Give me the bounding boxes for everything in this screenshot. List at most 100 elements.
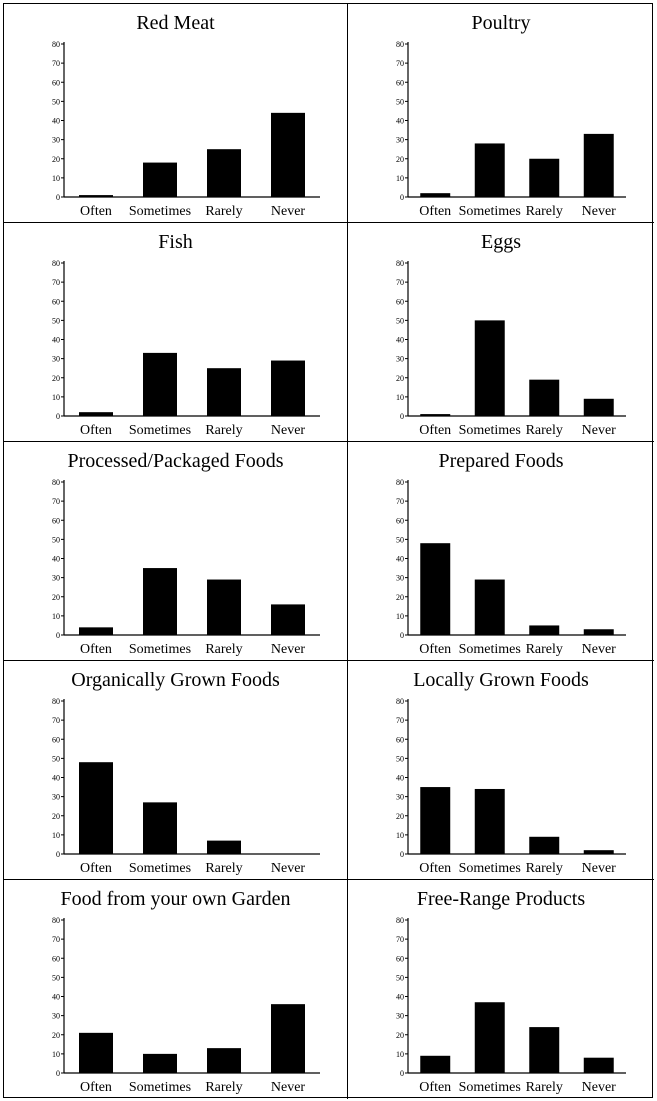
y-tick-label: 60 xyxy=(52,297,60,306)
chart-grid: Red Meat 0 10 20 30 40 50 60 70 80 Often Sometimes R… xyxy=(3,3,654,1099)
bar xyxy=(143,352,177,416)
bar xyxy=(474,320,505,416)
y-tick-label: 0 xyxy=(56,1069,60,1078)
bar xyxy=(474,143,505,197)
x-tick-label: Often xyxy=(80,1080,112,1095)
y-tick-label: 40 xyxy=(52,774,60,783)
x-tick-label: Rarely xyxy=(526,642,563,657)
y-tick-label: 80 xyxy=(396,916,404,925)
bar xyxy=(207,368,241,416)
bar xyxy=(143,1053,177,1073)
bar xyxy=(474,1002,505,1073)
chart-panel: Red Meat 0 10 20 30 40 50 60 70 80 Often Sometimes R… xyxy=(4,4,348,223)
y-tick-label: 20 xyxy=(396,593,404,602)
y-tick-label: 40 xyxy=(396,555,404,564)
bar xyxy=(420,787,451,854)
chart-title: Locally Grown Foods xyxy=(413,669,589,691)
x-tick-label: Never xyxy=(582,642,617,657)
y-tick-label: 50 xyxy=(52,97,60,106)
y-tick-label: 20 xyxy=(396,374,404,383)
bar xyxy=(207,840,241,854)
y-tick-label: 30 xyxy=(52,1012,60,1021)
y-tick-label: 0 xyxy=(56,631,60,640)
y-tick-label: 30 xyxy=(396,574,404,583)
x-tick-label: Never xyxy=(271,423,306,438)
chart-panel: Poultry 0 10 20 30 40 50 60 70 80 Often Sometimes Ra… xyxy=(348,4,654,223)
y-tick-label: 40 xyxy=(52,117,60,126)
bar xyxy=(143,162,177,197)
y-tick-label: 0 xyxy=(56,850,60,859)
x-tick-label: Often xyxy=(419,1080,451,1095)
y-tick-label: 10 xyxy=(52,174,60,183)
y-tick-label: 30 xyxy=(396,136,404,145)
x-tick-label: Sometimes xyxy=(129,1080,191,1095)
y-tick-label: 30 xyxy=(52,574,60,583)
bar xyxy=(529,379,560,416)
y-tick-label: 70 xyxy=(52,935,60,944)
y-tick-label: 0 xyxy=(400,1069,404,1078)
y-tick-label: 70 xyxy=(396,278,404,287)
chart-panel: Prepared Foods 0 10 20 30 40 50 60 70 80 Often Some… xyxy=(348,442,654,661)
x-tick-label: Never xyxy=(271,861,306,876)
bar xyxy=(474,579,505,635)
x-tick-label: Rarely xyxy=(205,642,242,657)
y-tick-label: 50 xyxy=(52,535,60,544)
x-tick-label: Often xyxy=(80,861,112,876)
x-tick-label: Rarely xyxy=(205,861,242,876)
x-tick-label: Never xyxy=(582,1080,617,1095)
y-tick-label: 80 xyxy=(52,40,60,49)
bar xyxy=(529,625,560,635)
x-tick-label: Rarely xyxy=(205,423,242,438)
bar-chart: 0 10 20 30 40 50 60 70 80 Often Sometimes Rarely Nev… xyxy=(396,916,626,1095)
y-tick-label: 50 xyxy=(396,316,404,325)
y-tick-label: 70 xyxy=(52,59,60,68)
y-tick-label: 0 xyxy=(56,193,60,202)
y-tick-label: 10 xyxy=(52,612,60,621)
y-tick-label: 60 xyxy=(52,735,60,744)
y-tick-label: 50 xyxy=(52,973,60,982)
y-tick-label: 30 xyxy=(52,793,60,802)
bar-chart: 0 10 20 30 40 50 60 70 80 Often Sometimes Rarely Nev… xyxy=(52,478,320,657)
y-tick-label: 20 xyxy=(52,812,60,821)
bar xyxy=(271,1004,305,1073)
x-tick-label: Often xyxy=(419,204,451,219)
y-tick-label: 70 xyxy=(52,497,60,506)
bar xyxy=(529,836,560,854)
y-tick-label: 30 xyxy=(52,136,60,145)
chart-title: Eggs xyxy=(481,231,521,253)
bar xyxy=(271,604,305,635)
x-tick-label: Rarely xyxy=(526,423,563,438)
y-tick-label: 60 xyxy=(396,735,404,744)
x-tick-label: Often xyxy=(419,642,451,657)
y-tick-label: 20 xyxy=(52,374,60,383)
bar xyxy=(271,360,305,416)
bar xyxy=(79,195,113,197)
chart-panel: Processed/Packaged Foods 0 10 20 30 40 50 60 70 8… xyxy=(4,442,348,661)
x-tick-label: Rarely xyxy=(205,204,242,219)
x-tick-label: Often xyxy=(80,423,112,438)
x-tick-label: Never xyxy=(582,861,617,876)
bar xyxy=(79,762,113,854)
x-tick-label: Sometimes xyxy=(459,861,521,876)
x-tick-label: Sometimes xyxy=(129,204,191,219)
y-tick-label: 80 xyxy=(52,916,60,925)
bar xyxy=(583,850,614,854)
bar xyxy=(583,629,614,635)
y-tick-label: 50 xyxy=(396,97,404,106)
chart-title: Free-Range Products xyxy=(416,888,586,910)
chart-title: Processed/Packaged Foods xyxy=(67,450,284,472)
x-tick-label: Often xyxy=(80,204,112,219)
x-tick-label: Sometimes xyxy=(459,1080,521,1095)
bar xyxy=(474,788,505,854)
bar xyxy=(207,579,241,635)
bar-chart: 0 10 20 30 40 50 60 70 80 Often Sometimes Rarely Nev… xyxy=(396,40,626,219)
y-tick-label: 10 xyxy=(396,393,404,402)
chart-title: Fish xyxy=(158,231,193,253)
y-tick-label: 50 xyxy=(396,973,404,982)
x-tick-label: Never xyxy=(582,423,617,438)
chart-panel: Locally Grown Foods 0 10 20 30 40 50 60 70 80 Ofte… xyxy=(348,661,654,880)
y-tick-label: 20 xyxy=(52,155,60,164)
x-tick-label: Never xyxy=(271,204,306,219)
y-tick-label: 70 xyxy=(52,716,60,725)
x-tick-label: Sometimes xyxy=(129,861,191,876)
